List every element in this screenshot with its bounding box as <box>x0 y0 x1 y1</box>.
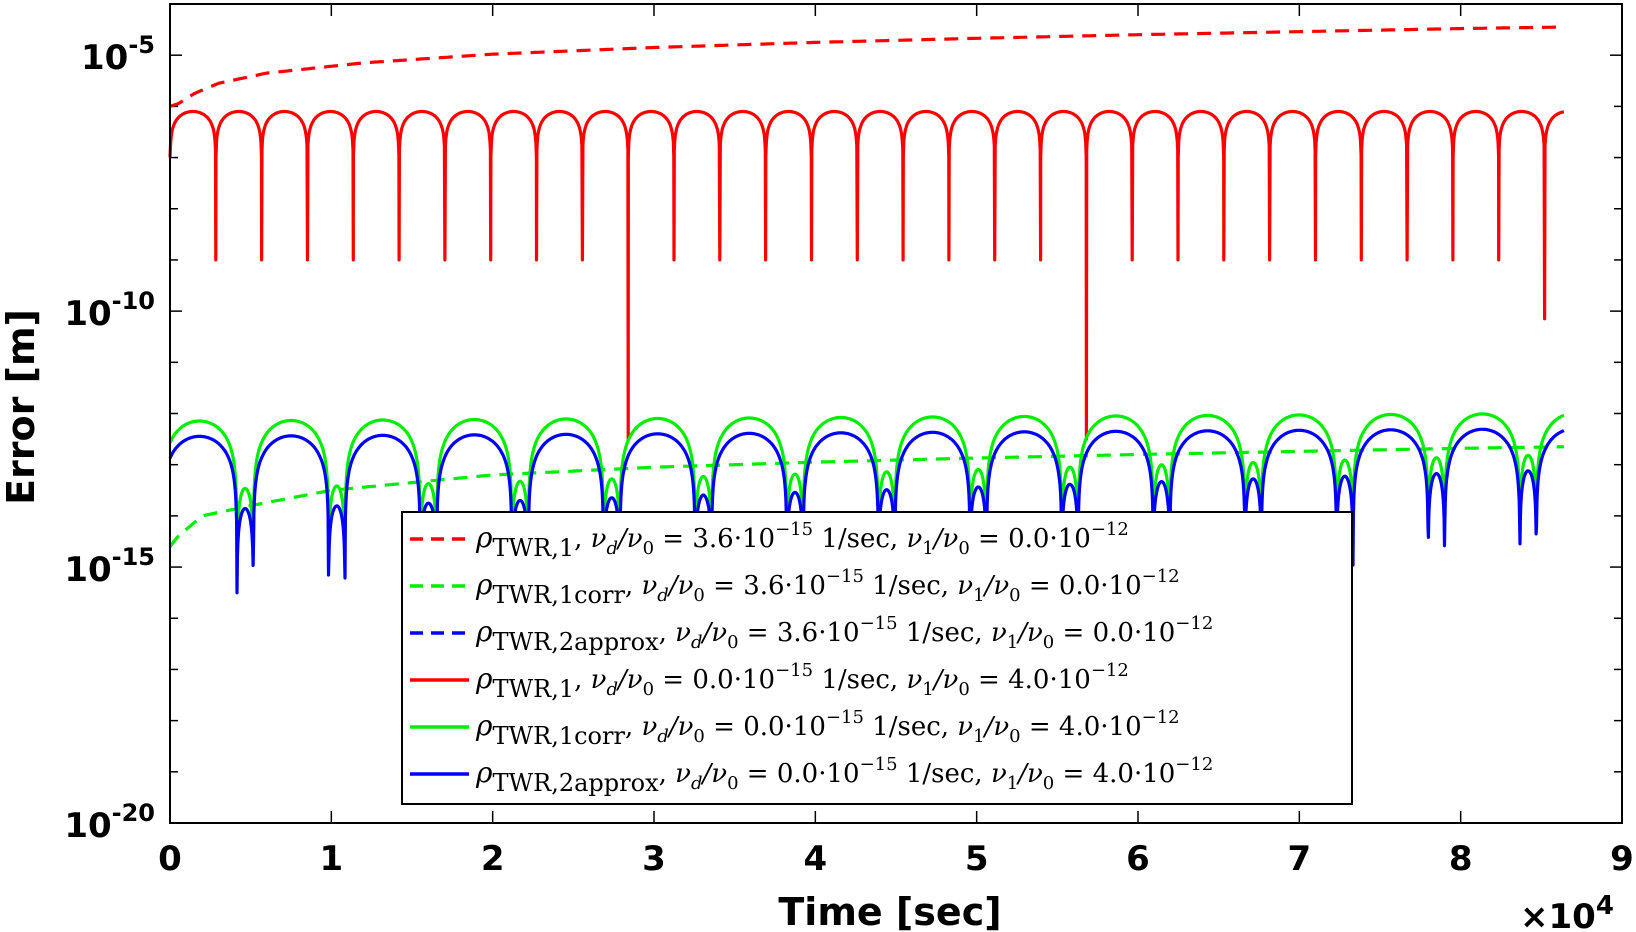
tick-labels: 0 1 2 3 4 5 6 7 8 9 10-20 10-15 10-10 10-5 <box>64 31 1634 879</box>
series-line-1 <box>169 25 1564 108</box>
y-axis-title: Error [m] <box>0 309 43 505</box>
series-line-4 <box>168 109 1565 441</box>
x-tick-label: 9 <box>1610 839 1634 879</box>
legend-entry: ρTWR,2approx, νd/ν0 = 0.0·10−15 1/sec, ν… <box>475 754 1213 797</box>
y-tick-label: 10-5 <box>81 31 155 78</box>
x-tick-label: 6 <box>1126 839 1150 879</box>
x-tick-label: 5 <box>965 839 989 879</box>
series-line-6 <box>168 427 1566 595</box>
x-axis-multiplier: ×104 <box>1520 891 1614 932</box>
y-tick-label: 10-15 <box>64 543 155 590</box>
x-tick-label: 7 <box>1287 839 1311 879</box>
plot-frame <box>169 3 1623 824</box>
x-tick-label: 3 <box>642 839 666 879</box>
series-line-5 <box>168 412 1566 533</box>
x-axis-title: Time [sec] <box>778 890 1001 932</box>
x-tick-label: 0 <box>158 839 182 879</box>
y-tick-label: 10-20 <box>64 799 155 846</box>
legend-entry: ρTWR,1corr, νd/ν0 = 3.6·10−15 1/sec, ν1/… <box>475 566 1180 609</box>
series-layer <box>168 25 1566 595</box>
legend: ρTWR,1, νd/ν0 = 3.6·10−15 1/sec, ν1/ν0 =… <box>401 511 1353 805</box>
y-tick-label: 10-10 <box>64 287 155 334</box>
x-tick-label: 1 <box>319 839 343 879</box>
legend-entry: ρTWR,1, νd/ν0 = 0.0·10−15 1/sec, ν1/ν0 =… <box>475 660 1129 703</box>
x-tick-label: 4 <box>803 839 827 879</box>
axis-ticks <box>169 3 1623 824</box>
x-tick-label: 2 <box>481 839 505 879</box>
legend-entry: ρTWR,2approx, νd/ν0 = 3.6·10−15 1/sec, ν… <box>475 613 1213 656</box>
legend-box <box>401 511 1353 805</box>
legend-entry: ρTWR,1corr, νd/ν0 = 0.0·10−15 1/sec, ν1/… <box>475 707 1180 750</box>
x-tick-label: 8 <box>1449 839 1473 879</box>
legend-entry: ρTWR,1, νd/ν0 = 3.6·10−15 1/sec, ν1/ν0 =… <box>475 519 1129 562</box>
